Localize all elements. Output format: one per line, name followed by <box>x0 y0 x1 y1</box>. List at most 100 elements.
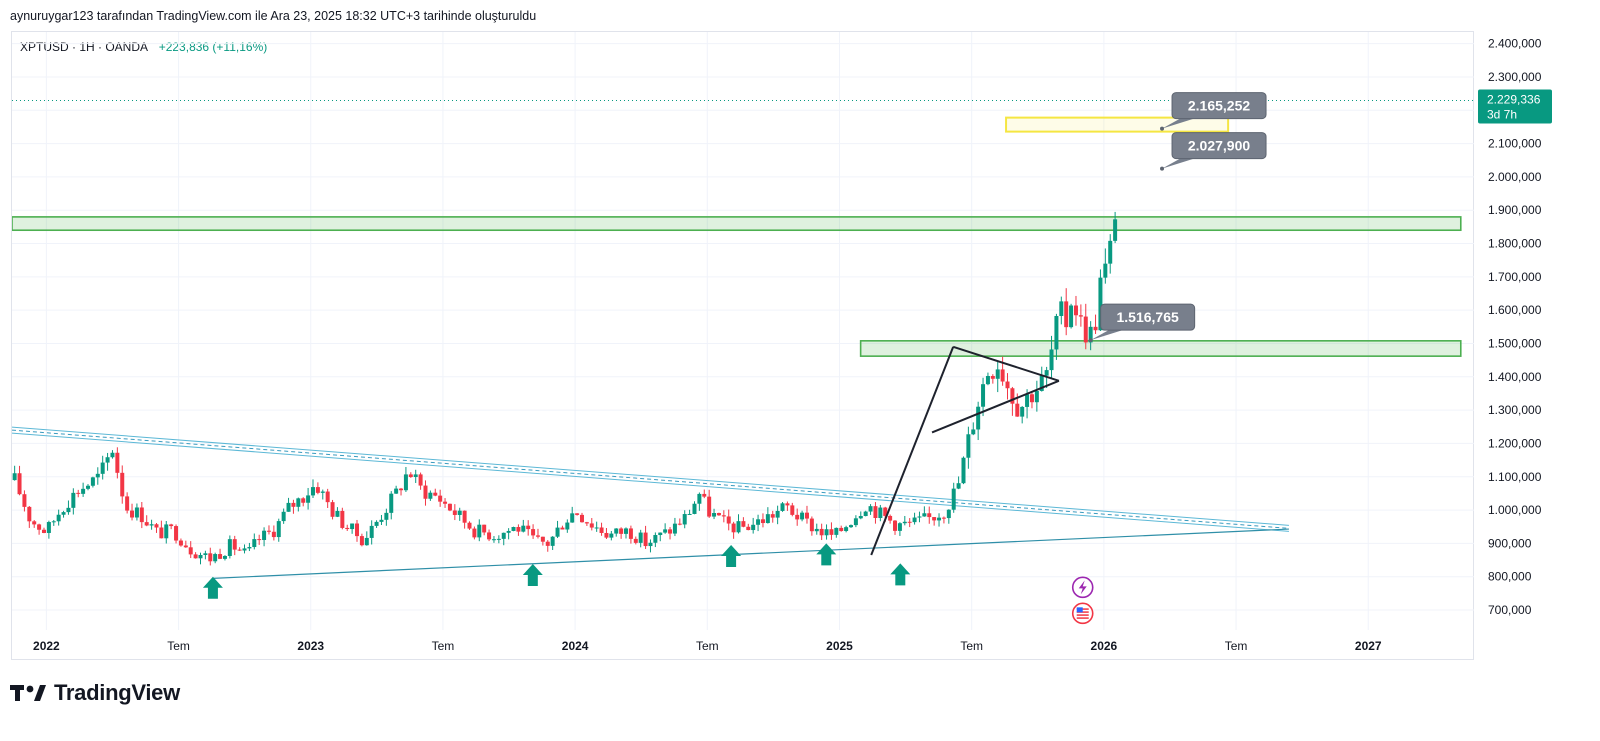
candle-body[interactable] <box>1078 315 1083 317</box>
candle-body[interactable] <box>653 535 658 543</box>
candle-body[interactable] <box>565 522 570 530</box>
candle-body[interactable] <box>765 514 770 524</box>
candle-body[interactable] <box>37 524 42 530</box>
candle-body[interactable] <box>1059 301 1064 316</box>
candle-body[interactable] <box>814 528 819 532</box>
candle-body[interactable] <box>242 548 247 551</box>
candle-body[interactable] <box>746 526 751 531</box>
candle-body[interactable] <box>736 521 741 533</box>
up-arrow-marker[interactable] <box>816 543 837 566</box>
candle-body[interactable] <box>1054 315 1059 350</box>
price-callout[interactable] <box>1171 92 1267 120</box>
candle-body[interactable] <box>599 527 604 533</box>
candle-body[interactable] <box>340 510 345 528</box>
candle-body[interactable] <box>687 513 692 515</box>
chart-frame[interactable] <box>11 31 1474 660</box>
candle-body[interactable] <box>276 521 281 538</box>
candle-body[interactable] <box>134 507 139 518</box>
candle-body[interactable] <box>1093 326 1098 331</box>
candle-body[interactable] <box>785 503 790 506</box>
candle-body[interactable] <box>237 549 242 551</box>
candle-body[interactable] <box>178 540 183 546</box>
candle-body[interactable] <box>594 527 599 529</box>
candle-body[interactable] <box>359 536 364 546</box>
candle-body[interactable] <box>296 498 301 507</box>
candle-body[interactable] <box>438 495 443 502</box>
candle-body[interactable] <box>76 492 81 494</box>
candle-body[interactable] <box>291 502 296 507</box>
candle-body[interactable] <box>672 523 677 534</box>
candle-body[interactable] <box>990 375 995 379</box>
candle-body[interactable] <box>922 513 927 517</box>
candle-body[interactable] <box>555 527 560 537</box>
candle-body[interactable] <box>247 547 252 549</box>
candle-body[interactable] <box>32 521 37 525</box>
candle-body[interactable] <box>496 538 501 540</box>
candle-body[interactable] <box>907 521 912 523</box>
candle-body[interactable] <box>756 519 761 525</box>
candle-body[interactable] <box>384 512 389 520</box>
candle-body[interactable] <box>511 527 516 531</box>
candle-body[interactable] <box>403 474 408 491</box>
candle-body[interactable] <box>350 523 355 530</box>
candle-body[interactable] <box>712 512 717 517</box>
candle-body[interactable] <box>848 525 853 528</box>
candle-body[interactable] <box>985 375 990 385</box>
candle-body[interactable] <box>697 493 702 504</box>
candle-body[interactable] <box>1034 390 1039 403</box>
candle-body[interactable] <box>1113 219 1118 241</box>
up-arrow-marker[interactable] <box>890 563 911 586</box>
candle-body[interactable] <box>946 509 951 519</box>
candle-body[interactable] <box>897 523 902 531</box>
candle-body[interactable] <box>1005 381 1010 389</box>
lightning-event-icon[interactable] <box>1071 576 1094 599</box>
candle-body[interactable] <box>301 498 306 503</box>
target-box[interactable] <box>1005 116 1230 133</box>
candle-body[interactable] <box>824 529 829 536</box>
us-flag-event-icon[interactable] <box>1071 602 1094 625</box>
candle-body[interactable] <box>844 527 849 532</box>
candle-body[interactable] <box>966 434 971 458</box>
candle-body[interactable] <box>188 547 193 555</box>
candle-body[interactable] <box>956 483 961 489</box>
candle-body[interactable] <box>482 524 487 533</box>
candle-body[interactable] <box>893 520 898 531</box>
candle-body[interactable] <box>1108 240 1113 264</box>
candle-body[interactable] <box>1029 394 1034 403</box>
candle-body[interactable] <box>271 531 276 538</box>
candle-body[interactable] <box>1010 388 1015 404</box>
candle-body[interactable] <box>751 524 756 531</box>
candle-body[interactable] <box>447 503 452 511</box>
candle-body[interactable] <box>1039 375 1044 391</box>
candle-body[interactable] <box>491 539 496 541</box>
candle-body[interactable] <box>1069 305 1074 328</box>
candle-body[interactable] <box>995 369 1000 379</box>
candle-body[interactable] <box>81 488 86 494</box>
candle-body[interactable] <box>951 488 956 510</box>
candle-body[interactable] <box>487 532 492 540</box>
candle-body[interactable] <box>917 516 922 518</box>
candle-body[interactable] <box>105 457 110 463</box>
candle-body[interactable] <box>90 477 95 486</box>
candle-body[interactable] <box>125 496 130 511</box>
candle-body[interactable] <box>868 506 873 512</box>
candle-body[interactable] <box>1088 326 1093 343</box>
candle-body[interactable] <box>858 516 863 519</box>
candle-body[interactable] <box>912 517 917 523</box>
descending-trendline[interactable] <box>12 426 1289 526</box>
candle-body[interactable] <box>193 554 198 559</box>
candle-body[interactable] <box>770 514 775 518</box>
candle-body[interactable] <box>716 512 721 516</box>
up-arrow-marker[interactable] <box>202 576 223 599</box>
candle-body[interactable] <box>457 510 462 515</box>
candle-body[interactable] <box>961 457 966 484</box>
candle-body[interactable] <box>428 492 433 499</box>
candle-body[interactable] <box>780 503 785 511</box>
candle-body[interactable] <box>266 530 271 532</box>
candle-body[interactable] <box>741 521 746 527</box>
candle-body[interactable] <box>56 514 61 522</box>
candle-body[interactable] <box>1015 403 1020 417</box>
candle-body[interactable] <box>579 514 584 523</box>
candle-body[interactable] <box>658 532 663 536</box>
candle-body[interactable] <box>526 525 531 530</box>
